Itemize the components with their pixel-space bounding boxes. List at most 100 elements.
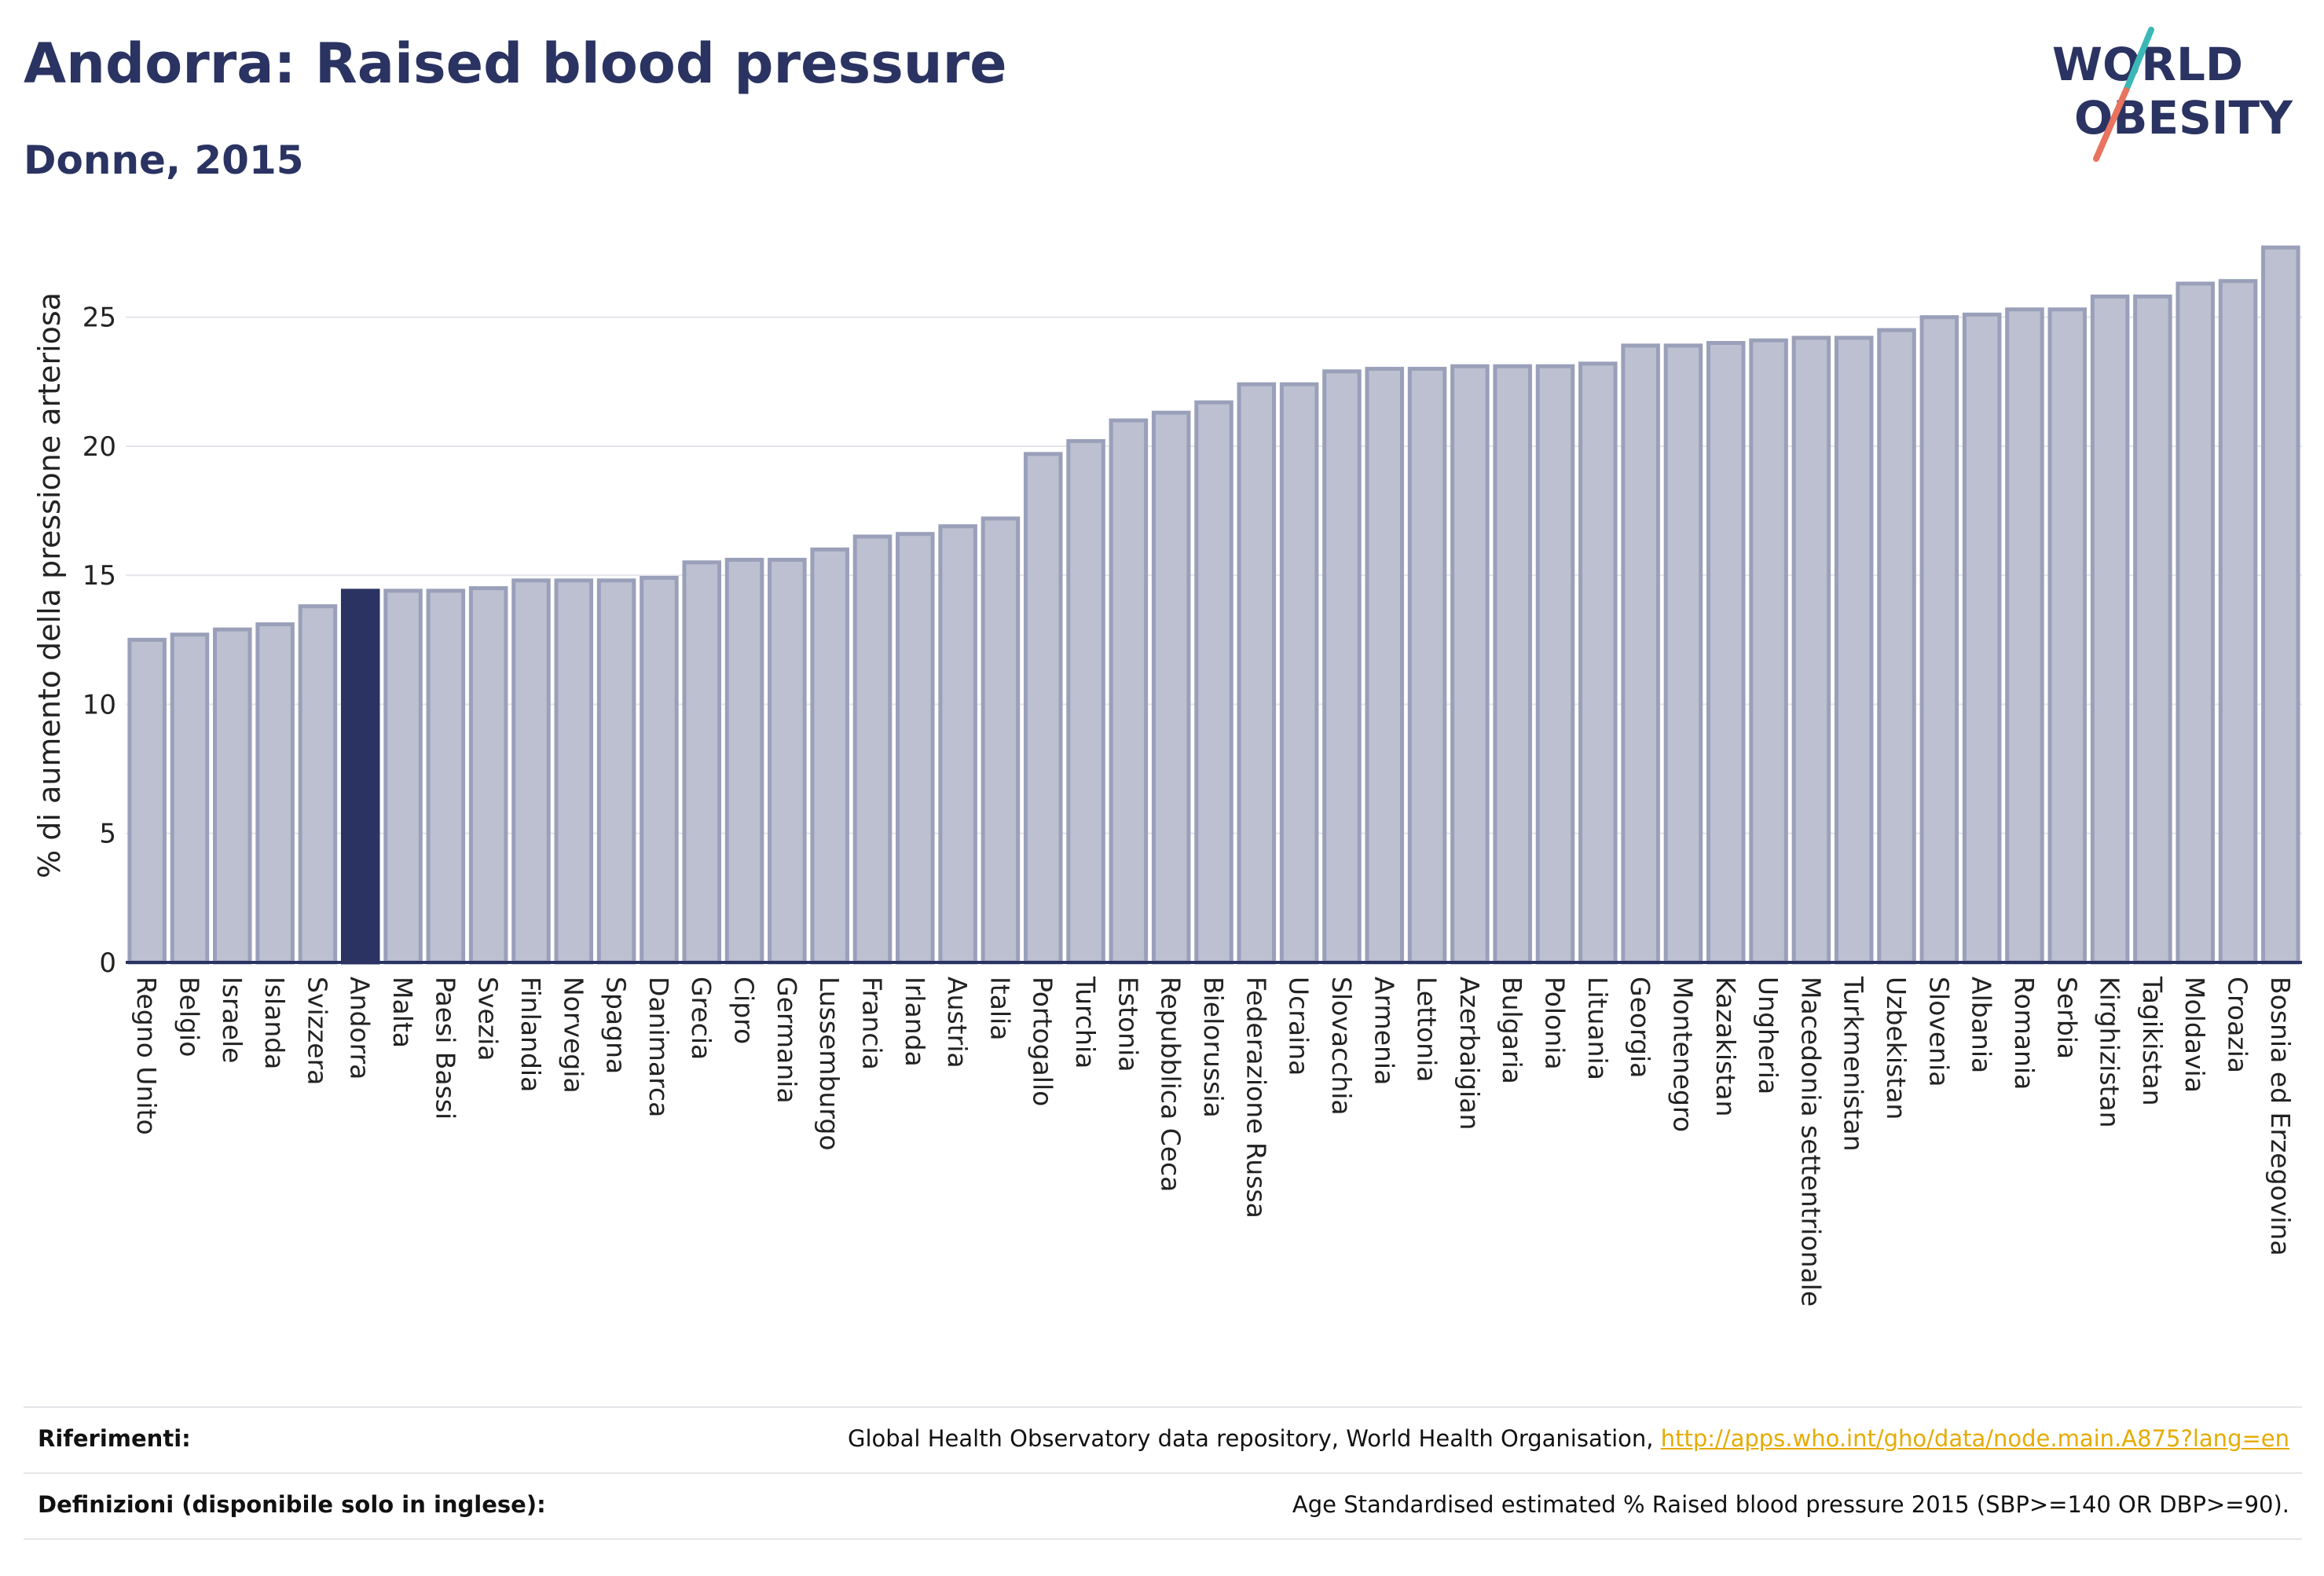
references-value: Global Health Observatory data repositor… (848, 1425, 2289, 1452)
x-tick-label: Islanda (259, 977, 290, 1069)
bar-kirghizistan (2090, 294, 2130, 965)
bar-romania (2005, 307, 2044, 965)
x-tick-label: Francia (856, 977, 887, 1070)
bar-paesi-bassi (426, 588, 466, 965)
x-tick-label: Ucraina (1284, 977, 1314, 1076)
bar-grecia (682, 560, 722, 965)
chart-title: Andorra: Raised blood pressure (24, 31, 1007, 96)
x-tick-label: Lussemburgo (814, 977, 845, 1151)
x-tick-label: Turkmenistan (1838, 976, 1869, 1152)
y-axis-ticks: 0 5 10 15 20 25 (82, 302, 116, 979)
bar-cipro (724, 558, 764, 965)
references-text: Global Health Observatory data repositor… (847, 1425, 1661, 1452)
x-tick-label: Bosnia ed Erzegovina (2265, 977, 2296, 1256)
bar-slovacchia (1322, 369, 1362, 965)
x-tick-label: Norvegia (558, 977, 588, 1094)
bar-tagikistan (2133, 294, 2172, 965)
x-tick-label: Moldavia (2179, 977, 2210, 1093)
world-obesity-logo: WORLD OBESITY (2052, 27, 2293, 162)
bar-regno-unito (127, 637, 167, 965)
x-tick-label: Finlandia (515, 977, 546, 1092)
x-tick-label: Turchia (1070, 976, 1101, 1068)
logo-line-1: WORLD (2052, 38, 2243, 91)
x-tick-label: Azerbaigian (1454, 977, 1485, 1130)
definitions-label: Definizioni (disponibile solo in inglese… (38, 1491, 546, 1518)
x-tick-label: Slovenia (1923, 977, 1954, 1087)
bar-armenia (1365, 366, 1405, 965)
x-tick-label: Svezia (473, 977, 504, 1061)
bar-malta (383, 588, 423, 965)
x-tick-label: Israele (217, 977, 247, 1064)
bar-kazakistan (1706, 341, 1746, 965)
bar-slovenia (1919, 315, 1959, 965)
x-axis-labels: Regno Unito Belgio Israele Islanda Svizzera A… (131, 976, 2296, 1307)
x-tick-label: Italia (984, 977, 1015, 1040)
y-tick-label: 25 (82, 302, 116, 334)
bar-chart: 0 5 10 15 20 25 Regno Unito Belgio Israele Islan… (32, 245, 2302, 1307)
x-tick-label: Lettonia (1412, 977, 1442, 1082)
x-tick-label: Macedonia settentrionale (1795, 977, 1826, 1307)
y-tick-label: 15 (82, 560, 116, 592)
x-tick-label: Cipro (729, 977, 760, 1044)
bar-francia (852, 534, 893, 965)
bar-danimarca (640, 576, 679, 965)
x-tick-label: Federazione Russa (1241, 977, 1271, 1219)
bar-svizzera (298, 604, 338, 965)
x-tick-label: Slovacchia (1326, 977, 1357, 1116)
bar-bielorussia (1194, 400, 1233, 965)
x-tick-label: Portogallo (1028, 977, 1058, 1106)
bar-turchia (1066, 438, 1105, 965)
references-row: Riferimenti: Global Health Observatory d… (24, 1406, 2302, 1472)
bar-svezia (468, 586, 508, 965)
bar-uzbekistan (1877, 328, 1916, 965)
bar-lussemburgo (810, 547, 849, 965)
x-tick-label: Montenegro (1667, 977, 1698, 1132)
bar-islanda (255, 622, 295, 965)
definitions-value: Age Standardised estimated % Raised bloo… (1292, 1491, 2289, 1518)
x-tick-label: Irlanda (900, 977, 930, 1067)
bar-montenegro (1663, 343, 1703, 965)
x-tick-label: Austria (942, 977, 973, 1068)
x-tick-label: Armenia (1369, 977, 1399, 1085)
x-tick-label: Repubblica Ceca (1156, 977, 1186, 1192)
x-tick-label: Estonia (1113, 977, 1143, 1072)
y-axis-label: % di aumento della pressione arteriosa (32, 292, 67, 878)
x-tick-label: Bielorussia (1198, 977, 1229, 1118)
bar-irlanda (896, 532, 935, 965)
x-tick-label: Germania (772, 977, 802, 1104)
y-tick-label: 10 (82, 689, 116, 720)
y-tick-label: 5 (99, 819, 116, 850)
bar-polonia (1535, 364, 1575, 965)
x-tick-label: Spagna (601, 977, 632, 1074)
x-tick-label: Danimarca (643, 977, 674, 1117)
x-tick-label: Serbia (2051, 977, 2082, 1059)
bar-turkmenistan (1834, 335, 1874, 965)
bar-serbia (2047, 307, 2088, 965)
x-tick-label: Polonia (1540, 977, 1571, 1070)
bar-moldavia (2176, 281, 2215, 965)
bar-israele (213, 627, 252, 965)
x-tick-label: Grecia (686, 977, 717, 1060)
bar-spagna (596, 578, 636, 965)
references-label: Riferimenti: (38, 1425, 191, 1452)
logo-slash-teal (2123, 27, 2154, 93)
bar-macedonia-settentrionale (1791, 335, 1831, 965)
bar-federazione-russa (1237, 382, 1277, 965)
x-tick-label: Croazia (2223, 977, 2253, 1073)
references-link[interactable]: http://apps.who.int/gho/data/node.main.A… (1660, 1425, 2289, 1452)
x-tick-label: Georgia (1625, 977, 1655, 1078)
bar-finlandia (511, 578, 551, 965)
bar-croazia (2218, 279, 2258, 965)
bar-georgia (1621, 343, 1660, 965)
bar-azerbaigian (1450, 364, 1490, 965)
definitions-row: Definizioni (disponibile solo in inglese… (24, 1472, 2302, 1540)
x-tick-label: Albania (1967, 977, 1997, 1073)
chart-subtitle: Donne, 2015 (24, 137, 304, 183)
x-tick-label: Uzbekistan (1881, 977, 1912, 1120)
bar-repubblica-ceca (1151, 410, 1191, 965)
x-tick-label: Paesi Bassi (430, 977, 460, 1120)
bar-portogallo (1023, 452, 1063, 965)
bar-lituania (1578, 361, 1618, 965)
bar-germania (768, 558, 807, 965)
x-tick-label: Romania (2009, 977, 2040, 1090)
